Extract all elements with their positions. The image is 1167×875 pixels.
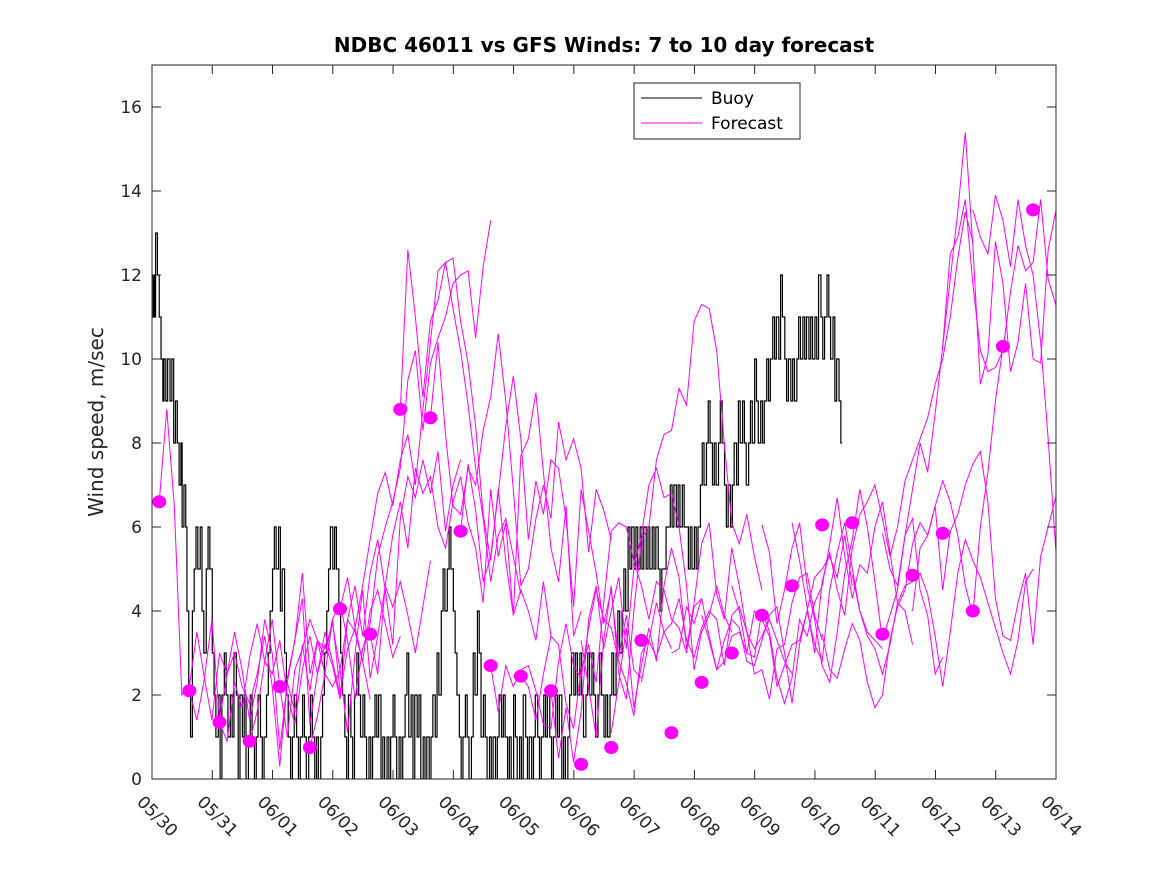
forecast-dot bbox=[242, 734, 257, 748]
forecast-dot bbox=[333, 602, 348, 616]
forecast-dot bbox=[694, 675, 709, 689]
y-tick-label: 10 bbox=[120, 350, 142, 370]
forecast-dot bbox=[1026, 203, 1041, 217]
forecast-line bbox=[219, 588, 401, 744]
legend: Buoy Forecast bbox=[633, 82, 801, 140]
forecast-dot bbox=[965, 604, 980, 618]
forecast-dot bbox=[393, 402, 408, 416]
forecast-dots bbox=[152, 203, 1041, 771]
forecast-dot bbox=[905, 568, 920, 582]
legend-label-buoy: Buoy bbox=[711, 89, 754, 109]
forecast-dot bbox=[634, 633, 649, 647]
forecast-dot bbox=[152, 495, 167, 509]
forecast-dot bbox=[815, 518, 830, 532]
legend-box bbox=[633, 82, 801, 140]
forecast-dot bbox=[604, 741, 619, 754]
y-tick-label: 4 bbox=[131, 602, 142, 622]
forecast-dot bbox=[935, 526, 950, 540]
forecast-dot bbox=[513, 669, 528, 683]
forecast-line bbox=[972, 195, 1056, 550]
forecast-dot bbox=[272, 680, 287, 694]
forecast-line bbox=[881, 199, 1056, 588]
forecast-line bbox=[851, 537, 1034, 687]
y-tick-label: 6 bbox=[131, 518, 142, 538]
legend-label-forecast: Forecast bbox=[711, 114, 783, 134]
chart-title: NDBC 46011 vs GFS Winds: 7 to 10 day for… bbox=[334, 33, 875, 57]
buoy-line bbox=[152, 232, 843, 779]
forecast-line bbox=[339, 261, 522, 628]
y-tick-label: 14 bbox=[120, 182, 142, 202]
plot-area bbox=[152, 65, 1056, 779]
y-tick-label: 0 bbox=[131, 770, 142, 790]
forecast-line bbox=[369, 468, 552, 675]
buoy-series bbox=[152, 232, 843, 779]
forecast-line bbox=[429, 333, 612, 587]
forecast-dot bbox=[302, 741, 317, 754]
forecast-dot bbox=[664, 726, 679, 740]
forecast-dot bbox=[363, 627, 378, 641]
forecast-dot bbox=[845, 516, 860, 530]
forecast-dot bbox=[724, 646, 739, 660]
forecast-dot bbox=[875, 627, 890, 641]
forecast-dot bbox=[754, 608, 769, 622]
plot-frame bbox=[151, 64, 1057, 780]
forecast-line bbox=[580, 303, 763, 738]
forecast-dot bbox=[785, 579, 800, 593]
forecast-line bbox=[610, 522, 793, 733]
forecast-line bbox=[520, 522, 703, 729]
forecast-dot bbox=[182, 684, 197, 698]
forecast-dot bbox=[423, 411, 438, 425]
y-tick-label: 12 bbox=[120, 266, 142, 286]
y-tick-label: 2 bbox=[131, 686, 142, 706]
forecast-line bbox=[399, 249, 582, 637]
forecast-dot bbox=[212, 715, 227, 729]
forecast-dot bbox=[574, 757, 589, 771]
y-axis-label: Wind speed, m/sec bbox=[84, 327, 108, 517]
forecast-line bbox=[701, 522, 883, 704]
forecast-line bbox=[791, 211, 974, 654]
forecast-dot bbox=[453, 524, 468, 538]
forecast-dot bbox=[543, 684, 558, 698]
forecast-line bbox=[761, 489, 944, 685]
forecast-line bbox=[550, 466, 733, 763]
forecast-dot bbox=[483, 659, 498, 673]
y-tick-label: 8 bbox=[131, 434, 142, 454]
forecast-line bbox=[640, 572, 823, 700]
forecast-line bbox=[942, 132, 1056, 385]
y-axis: 0 2 4 6 8 10 12 14 16 bbox=[120, 98, 1056, 790]
forecast-dot bbox=[995, 339, 1010, 353]
y-tick-label: 16 bbox=[120, 98, 142, 118]
forecast-line bbox=[279, 451, 462, 738]
